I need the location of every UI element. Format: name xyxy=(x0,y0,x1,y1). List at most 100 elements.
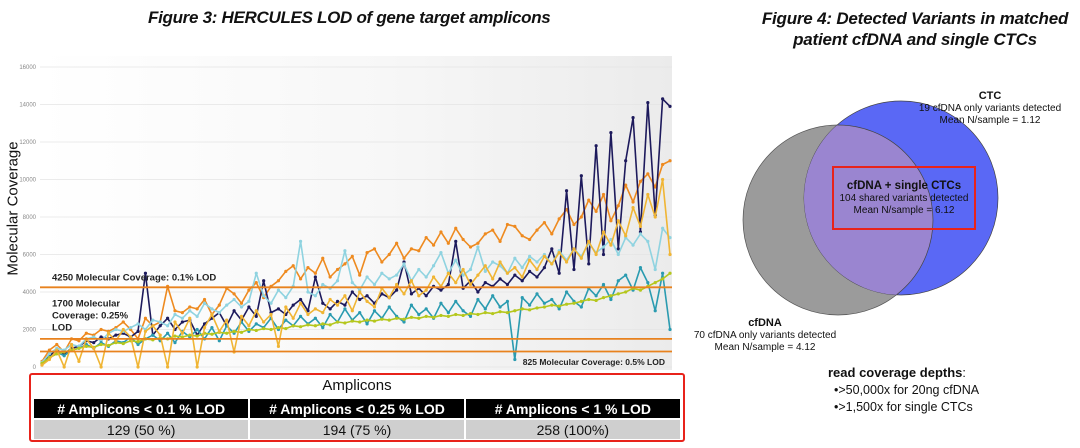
data-point xyxy=(195,334,199,338)
cfdna-set-name: cfDNA xyxy=(748,317,782,329)
column-header: # Amplicons < 1 % LOD xyxy=(464,399,680,419)
data-point xyxy=(395,273,399,277)
data-point xyxy=(151,333,155,337)
data-point xyxy=(668,252,672,257)
data-point xyxy=(609,294,613,298)
data-point xyxy=(557,217,561,221)
data-point xyxy=(254,309,258,313)
table-cell: 129 (50 %) xyxy=(34,418,251,439)
data-point xyxy=(298,239,303,243)
data-point xyxy=(476,312,480,317)
data-point xyxy=(202,297,207,302)
amplicons-summary-box: Amplicons # Amplicons < 0.1 % LOD # Ampl… xyxy=(29,373,685,442)
data-point xyxy=(572,247,576,251)
data-point xyxy=(646,192,650,197)
data-point xyxy=(505,299,510,303)
data-point xyxy=(550,262,554,266)
data-point xyxy=(62,354,66,358)
data-point xyxy=(114,339,118,343)
data-point xyxy=(668,327,672,332)
data-point xyxy=(395,241,399,245)
data-point xyxy=(335,303,340,307)
data-point xyxy=(653,309,657,313)
data-point xyxy=(217,311,221,315)
data-point xyxy=(417,294,421,298)
data-point xyxy=(550,297,554,302)
data-point xyxy=(409,303,414,307)
data-point xyxy=(601,296,606,300)
data-point xyxy=(661,177,665,182)
data-point xyxy=(114,333,118,337)
y-tick-label: 8000 xyxy=(23,215,37,221)
data-point xyxy=(166,365,170,369)
lod-annotation-0.25: 1700 Molecular xyxy=(52,298,120,309)
data-point xyxy=(446,314,450,318)
data-point xyxy=(350,254,354,258)
data-point xyxy=(136,340,140,344)
data-point xyxy=(616,219,620,223)
y-tick-label: 0 xyxy=(33,365,37,371)
data-point xyxy=(298,325,303,329)
data-point xyxy=(579,174,583,178)
data-point xyxy=(276,326,281,330)
data-point xyxy=(409,315,414,319)
data-point xyxy=(542,254,547,258)
data-point xyxy=(380,260,384,264)
data-point xyxy=(661,226,665,230)
data-point xyxy=(180,316,184,320)
data-point xyxy=(335,279,340,283)
data-point xyxy=(129,335,133,339)
data-point xyxy=(624,290,628,294)
data-point xyxy=(476,245,480,249)
data-point xyxy=(358,273,362,277)
data-point xyxy=(350,290,354,294)
data-point xyxy=(365,294,369,298)
data-point xyxy=(262,326,266,331)
data-point xyxy=(254,281,258,285)
data-point xyxy=(365,322,369,326)
data-point xyxy=(402,256,406,260)
data-point xyxy=(594,294,598,298)
data-point xyxy=(129,326,133,330)
data-point xyxy=(520,279,524,283)
data-point xyxy=(579,215,583,219)
data-point xyxy=(505,282,510,287)
data-point xyxy=(136,329,140,333)
data-point xyxy=(306,312,310,317)
data-point xyxy=(262,279,266,283)
reference-annotations: 4250 Molecular Coverage: 0.1% LOD 1700 Mo… xyxy=(52,272,665,367)
data-point xyxy=(468,314,473,318)
data-point xyxy=(335,299,340,303)
data-point xyxy=(358,320,362,324)
data-point xyxy=(247,327,251,332)
data-point xyxy=(631,243,635,247)
data-point xyxy=(594,252,598,257)
data-point xyxy=(505,271,510,275)
data-point xyxy=(498,277,502,281)
data-point xyxy=(638,224,643,228)
data-point xyxy=(535,275,539,279)
data-point xyxy=(92,346,96,350)
data-point xyxy=(47,357,51,362)
notes-heading-colon: : xyxy=(962,366,966,380)
data-point xyxy=(306,323,310,327)
data-point xyxy=(298,297,303,302)
data-point xyxy=(564,189,569,193)
data-point xyxy=(365,275,369,279)
data-point xyxy=(661,97,665,101)
ctc-set-name: CTC xyxy=(978,90,1002,102)
data-point xyxy=(638,288,643,292)
data-point xyxy=(328,275,332,279)
data-point xyxy=(217,329,221,333)
data-point xyxy=(254,314,258,318)
data-point xyxy=(306,290,310,294)
series-line-navy xyxy=(41,98,671,364)
data-point xyxy=(402,262,406,266)
data-point xyxy=(653,215,657,219)
data-point xyxy=(468,245,473,249)
data-point xyxy=(454,312,458,317)
data-point xyxy=(513,357,517,362)
reference-lines xyxy=(40,286,672,353)
data-point xyxy=(92,341,96,345)
data-point xyxy=(202,301,207,305)
